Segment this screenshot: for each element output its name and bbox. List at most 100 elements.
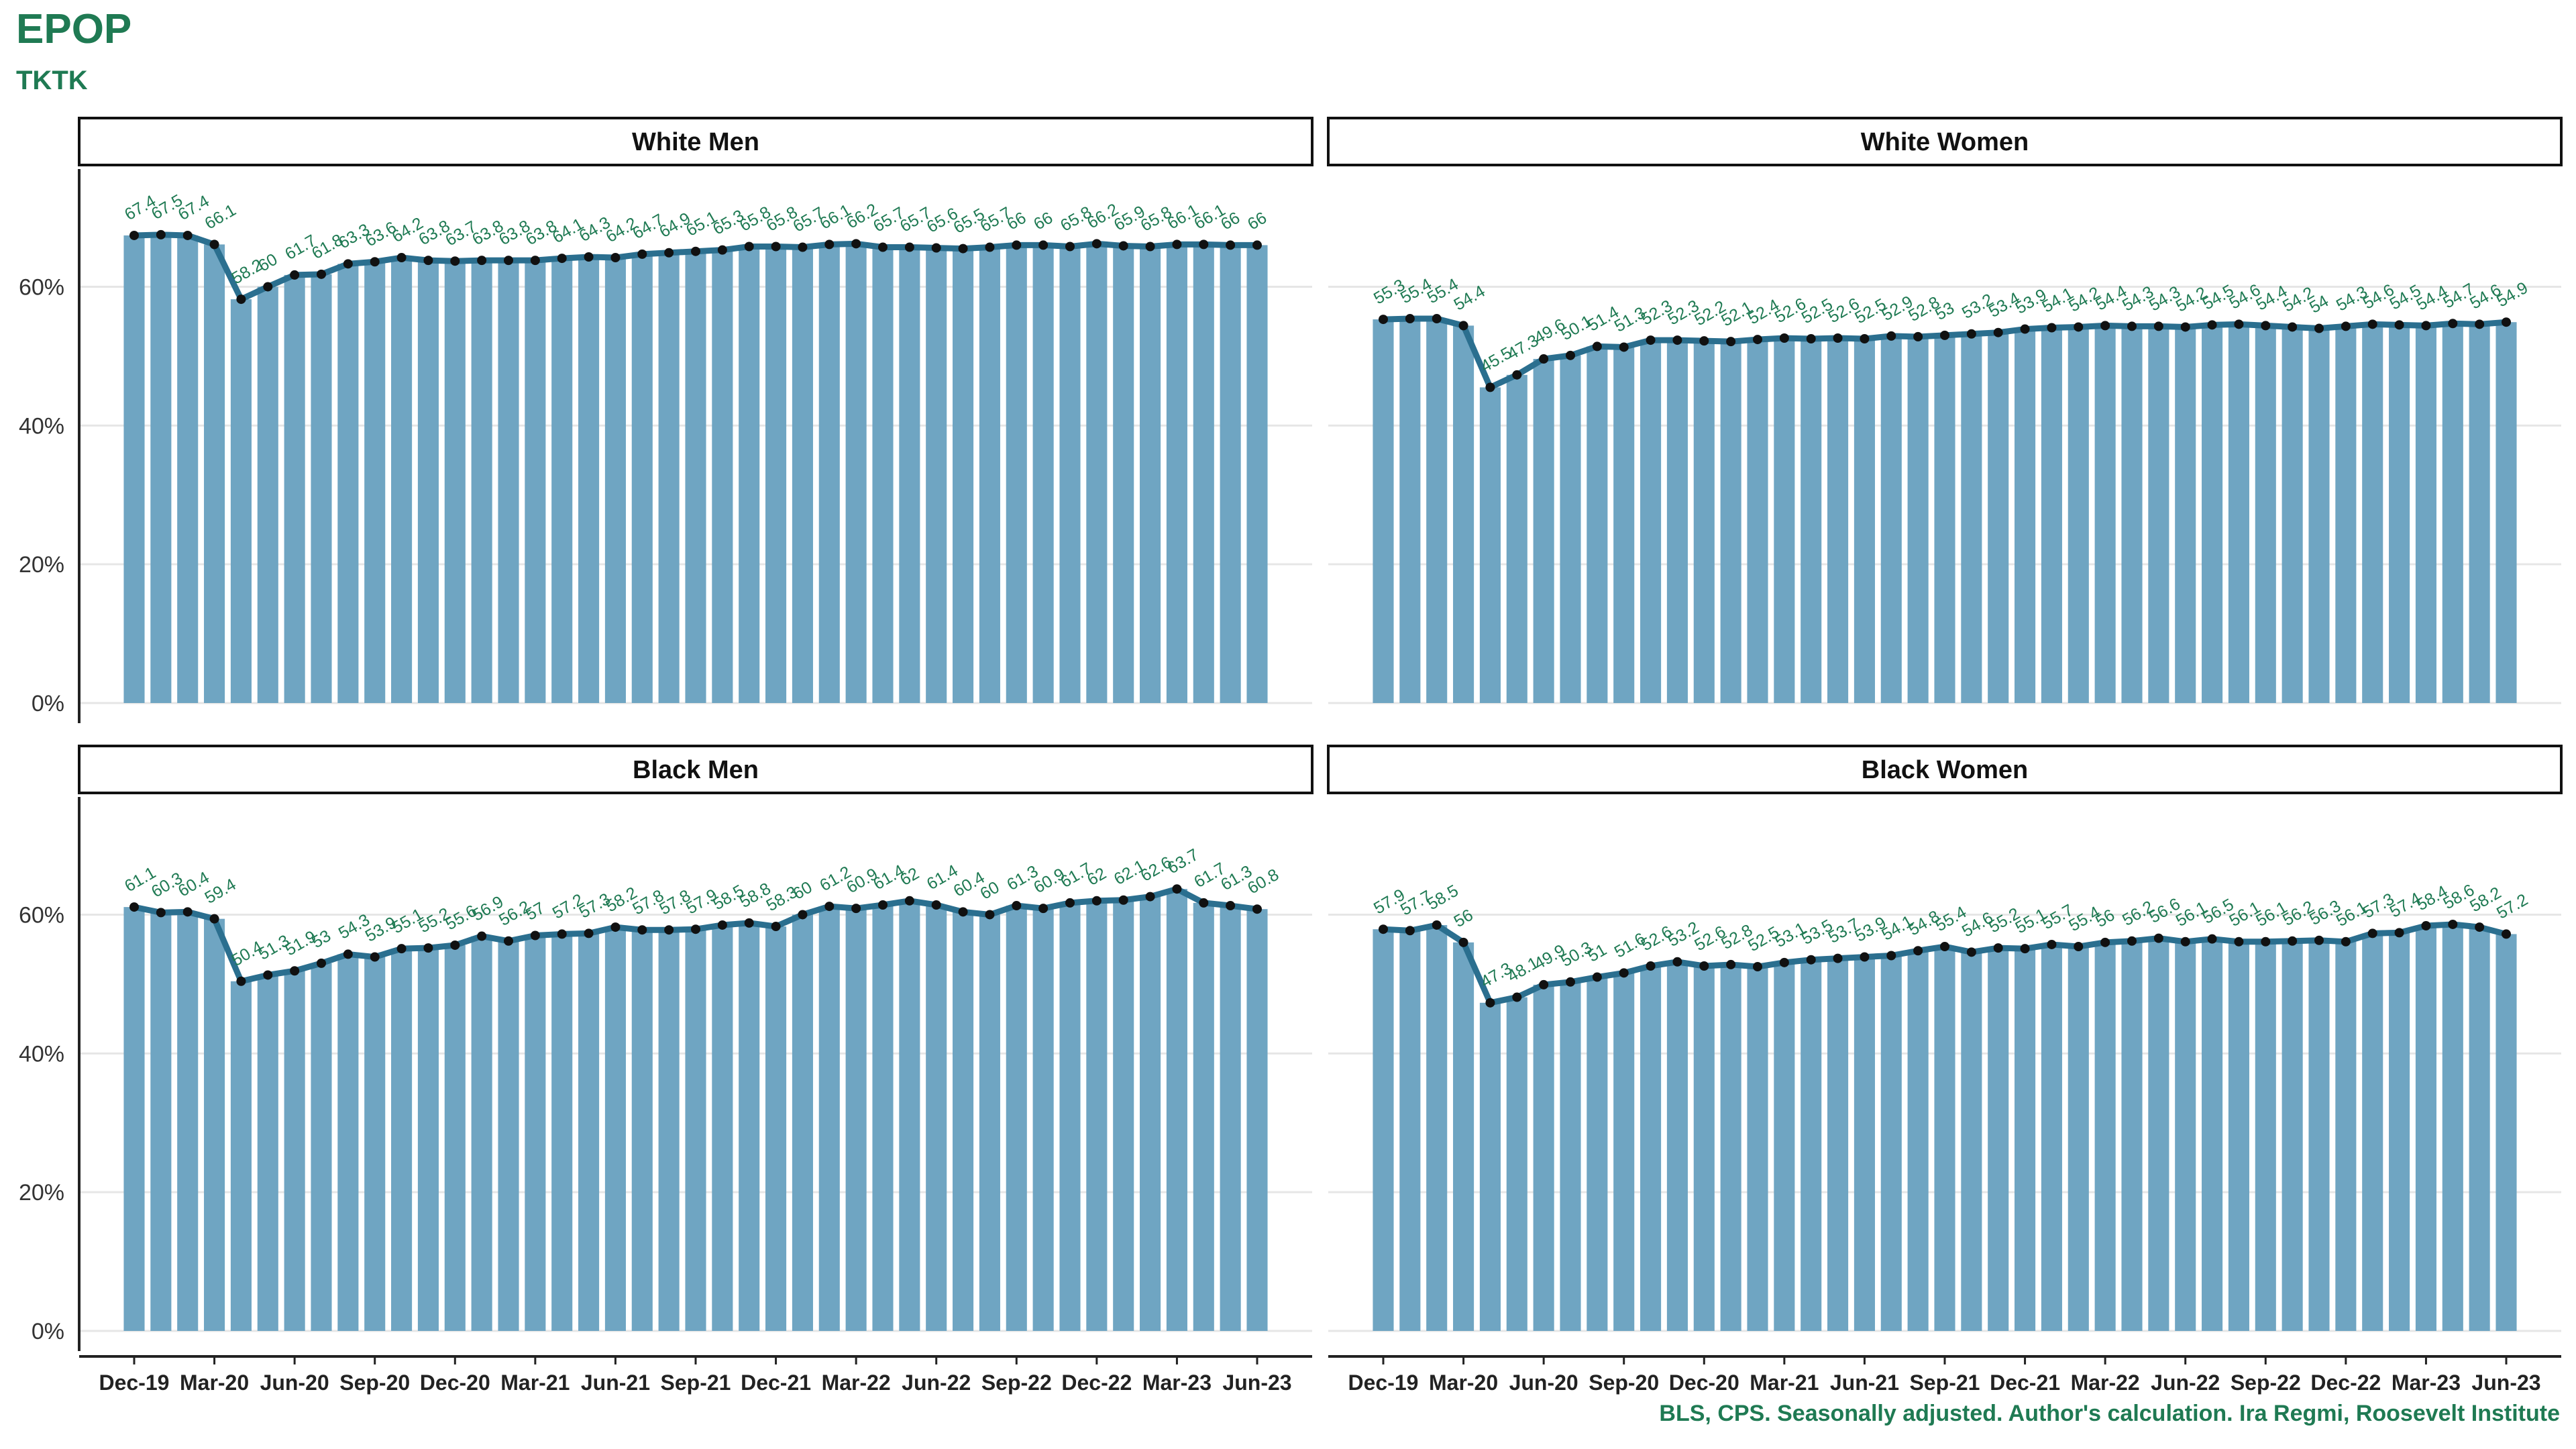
data-point bbox=[584, 928, 594, 938]
data-point bbox=[851, 904, 861, 914]
data-point bbox=[290, 966, 300, 976]
data-point bbox=[530, 930, 540, 941]
x-tick-label: Sep-20 bbox=[1589, 1371, 1659, 1395]
data-point bbox=[1833, 333, 1843, 343]
data-point bbox=[2261, 321, 2271, 331]
bar bbox=[364, 957, 386, 1331]
x-tick-label: Dec-21 bbox=[741, 1371, 811, 1395]
data-point bbox=[1485, 998, 1495, 1008]
data-point bbox=[450, 256, 460, 266]
x-tick-label: Dec-22 bbox=[2310, 1371, 2381, 1395]
data-point bbox=[584, 252, 594, 262]
facet-title: White Women bbox=[1861, 128, 2029, 156]
data-point bbox=[904, 242, 914, 252]
data-point bbox=[904, 896, 914, 906]
data-point bbox=[1699, 336, 1709, 346]
y-tick-label: 20% bbox=[19, 552, 64, 578]
bar bbox=[2308, 328, 2330, 703]
x-tick-label: Dec-19 bbox=[1348, 1371, 1419, 1395]
data-point bbox=[1012, 240, 1022, 250]
x-tick-label: Sep-22 bbox=[2231, 1371, 2301, 1395]
x-tick-label: Jun-23 bbox=[1222, 1371, 1291, 1395]
data-point bbox=[1566, 977, 1575, 987]
x-tick-label: Mar-22 bbox=[2071, 1371, 2140, 1395]
x-tick-label: Dec-21 bbox=[1990, 1371, 2060, 1395]
bar bbox=[1220, 245, 1241, 704]
data-point bbox=[1199, 898, 1209, 908]
data-point bbox=[1699, 961, 1709, 971]
bar bbox=[150, 912, 172, 1331]
bar bbox=[926, 248, 947, 704]
x-tick-label: Mar-20 bbox=[1429, 1371, 1498, 1395]
data-point bbox=[1145, 241, 1155, 252]
bar bbox=[2228, 324, 2249, 703]
data-point bbox=[182, 230, 193, 240]
data-point bbox=[423, 256, 433, 266]
bar bbox=[1774, 338, 1795, 703]
data-point bbox=[1913, 331, 1923, 341]
bar bbox=[631, 930, 653, 1331]
data-point bbox=[156, 229, 166, 239]
data-point bbox=[2127, 321, 2137, 331]
bar bbox=[1059, 902, 1081, 1331]
data-point bbox=[1118, 895, 1128, 905]
bar bbox=[1587, 346, 1608, 703]
bar bbox=[1166, 889, 1187, 1331]
bar bbox=[1533, 359, 1554, 703]
bar bbox=[2202, 938, 2223, 1331]
bar bbox=[177, 235, 199, 703]
data-point bbox=[317, 269, 326, 279]
bar bbox=[498, 260, 519, 703]
bar bbox=[792, 914, 813, 1331]
data-point bbox=[610, 922, 621, 932]
data-point bbox=[1172, 884, 1182, 894]
data-point bbox=[1806, 334, 1816, 344]
data-point bbox=[851, 239, 861, 249]
bar bbox=[1854, 339, 1875, 704]
data-point bbox=[1458, 937, 1468, 947]
data-point bbox=[1091, 239, 1102, 249]
bar bbox=[1988, 332, 2009, 703]
data-point bbox=[1199, 239, 1209, 250]
bar bbox=[739, 246, 760, 703]
data-point bbox=[236, 294, 246, 305]
bar bbox=[177, 912, 199, 1331]
data-point bbox=[450, 940, 460, 950]
bar bbox=[364, 262, 386, 704]
data-point bbox=[290, 270, 300, 280]
data-point bbox=[1512, 370, 1522, 380]
data-point bbox=[1091, 896, 1102, 906]
data-point bbox=[156, 908, 166, 918]
data-point bbox=[2074, 942, 2084, 952]
x-tick-label: Mar-20 bbox=[180, 1371, 249, 1395]
bar bbox=[1006, 245, 1027, 704]
y-tick-label: 60% bbox=[19, 902, 64, 928]
data-point bbox=[2234, 319, 2244, 329]
x-tick-label: Sep-21 bbox=[661, 1371, 731, 1395]
bar bbox=[2282, 327, 2303, 703]
bar bbox=[2389, 325, 2410, 704]
facet-title: Black Women bbox=[1862, 756, 2028, 784]
data-point bbox=[1753, 962, 1762, 972]
bar bbox=[2202, 325, 2223, 704]
data-point bbox=[931, 900, 941, 910]
data-point bbox=[343, 259, 353, 269]
data-point bbox=[2314, 323, 2324, 333]
bar bbox=[1801, 339, 1822, 704]
data-point bbox=[1485, 382, 1495, 392]
bar bbox=[337, 954, 359, 1331]
bar bbox=[1907, 951, 1929, 1331]
data-point bbox=[1619, 342, 1629, 352]
data-point bbox=[2421, 321, 2431, 331]
data-point bbox=[744, 918, 754, 928]
bar bbox=[1193, 902, 1214, 1331]
data-point bbox=[370, 257, 380, 267]
data-point bbox=[1566, 350, 1575, 360]
data-point bbox=[2153, 321, 2163, 331]
bar bbox=[953, 248, 974, 703]
data-point bbox=[637, 249, 647, 259]
data-point bbox=[931, 243, 941, 253]
bar bbox=[1059, 246, 1081, 703]
bar bbox=[204, 918, 225, 1331]
data-point bbox=[2394, 320, 2404, 330]
